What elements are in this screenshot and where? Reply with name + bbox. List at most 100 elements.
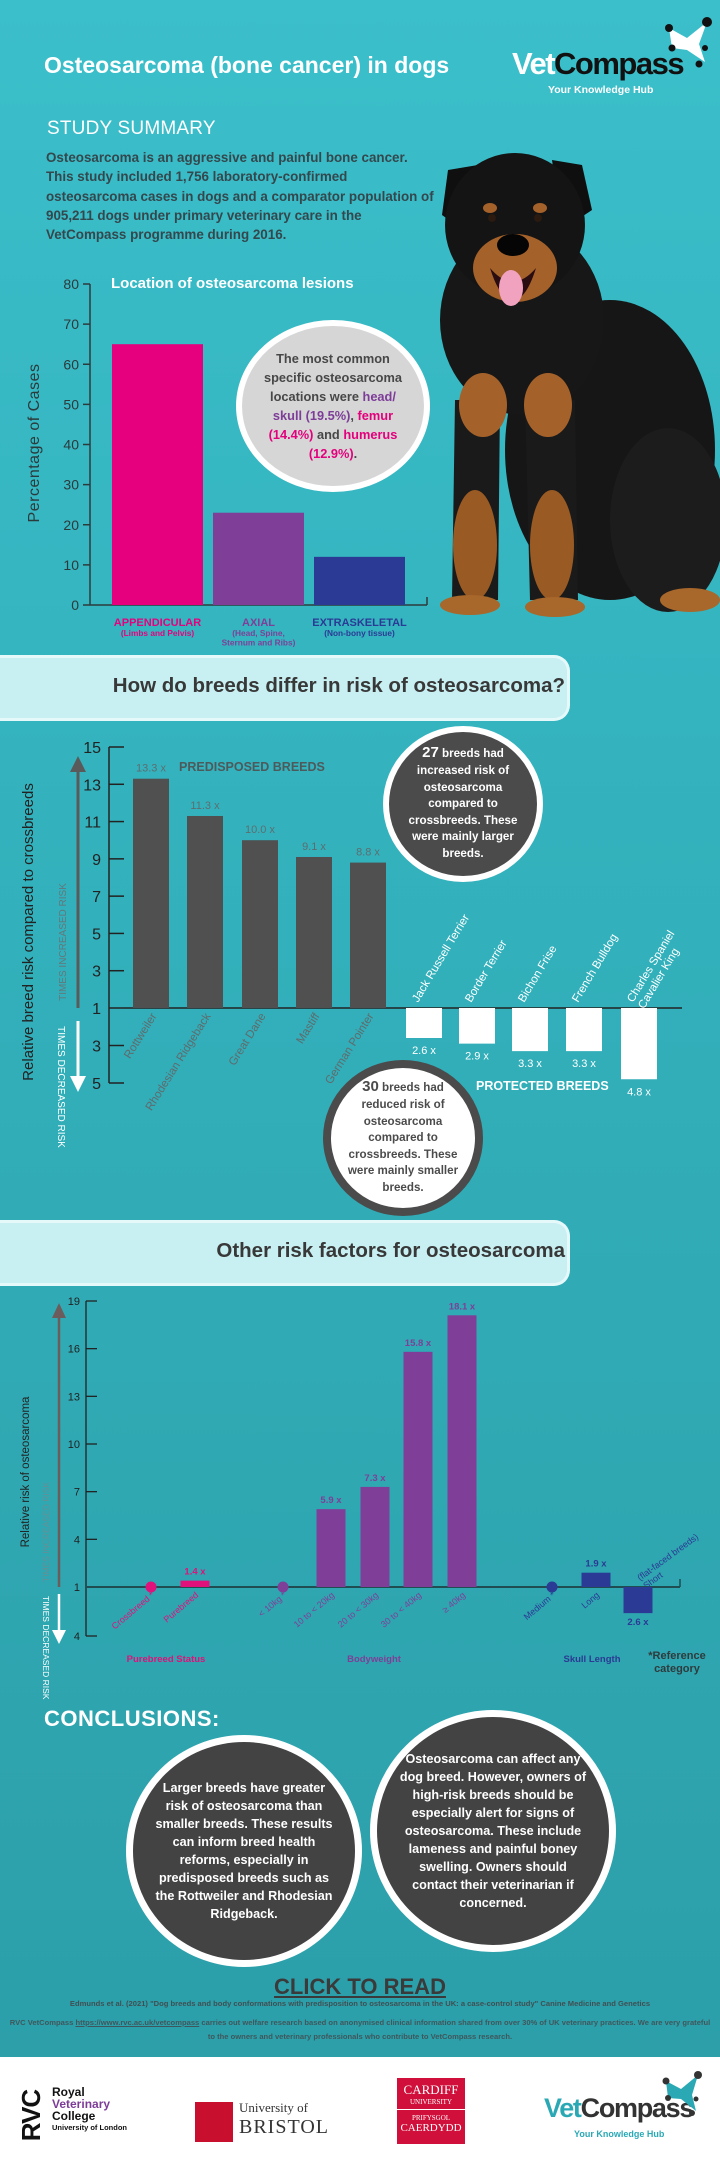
category-label: AXIAL: [242, 617, 275, 629]
bristol-l1: University of: [239, 2100, 308, 2115]
risk-bar: [403, 1351, 433, 1587]
study-summary-heading: STUDY SUMMARY: [47, 118, 216, 139]
y-tick-label: 19: [68, 1296, 80, 1308]
protected-breeds-label: PROTECTED BREEDS: [476, 1079, 609, 1093]
breed-label: Rottweiler: [122, 1011, 159, 1061]
statement-prefix: RVC VetCompass: [9, 2018, 76, 2027]
bar-predisposed: [242, 840, 278, 1008]
other-factors-banner: Other risk factors for osteosarcoma: [0, 1220, 570, 1286]
conclusion-left-text: Larger breeds have greater risk of osteo…: [155, 1781, 333, 1921]
risk-bar: [623, 1587, 653, 1614]
category-label: Long: [580, 1590, 602, 1611]
bar-value-label: 7.3 x: [364, 1473, 386, 1484]
y-tick-label: 9: [92, 852, 101, 869]
category-label: Crossbreed *: [110, 1590, 157, 1632]
y-tick-label: 10: [68, 1439, 80, 1451]
bar-predisposed: [350, 862, 386, 1008]
risk-bar: [447, 1315, 477, 1587]
group-label: Skull Length: [564, 1654, 621, 1665]
y-tick-label: 11: [84, 815, 101, 832]
bar-value-label: 1.9 x: [585, 1559, 607, 1570]
callout-text: The most common specific osteosarcoma lo…: [264, 351, 402, 404]
bar-value-label: 5.9 x: [320, 1495, 342, 1506]
bar-predisposed: [133, 778, 169, 1008]
bar-value-label: 2.6 x: [412, 1045, 436, 1057]
y-tick-label: 4: [74, 1534, 80, 1546]
breed-label: Rhodesian Ridgeback: [144, 1011, 214, 1113]
y-tick-label: 50: [63, 396, 79, 412]
logo-vet: Vet: [512, 46, 556, 81]
rvc-l3: College: [52, 2109, 96, 2123]
callout-and: and: [313, 427, 344, 442]
y-tick-label: 1: [92, 1001, 101, 1018]
increased-risk-label: TIMES INCREASED RISK: [58, 883, 69, 1001]
bar-appendicular: [112, 344, 203, 605]
reference-category-note: *Reference category: [648, 1650, 706, 1675]
group-label: Bodyweight: [347, 1654, 402, 1665]
conclusions-heading: CONCLUSIONS:: [44, 1706, 220, 1731]
callout-head-skull: head/ skull (19.5%): [272, 389, 396, 423]
bar-value-label: 15.8 x: [405, 1338, 432, 1349]
conclusion-bubble-left: Larger breeds have greater risk of osteo…: [126, 1735, 362, 1967]
citation: Edmunds et al. (2021) "Dog breeds and bo…: [69, 1999, 651, 2008]
y-tick-label: 16: [68, 1344, 80, 1356]
bar-value-label: 13.3 x: [136, 763, 166, 775]
cardiff-logo: CARDIFF UNIVERSITY PRIFYSGOL CAERDYDD: [397, 2078, 465, 2144]
arrow-down-icon: [52, 1630, 66, 1644]
y-tick-label: 3: [92, 964, 101, 981]
category-label: ≥ 40kg: [440, 1590, 467, 1615]
bristol-logo: University of BRISTOL: [195, 2098, 340, 2146]
section-title: Other risk factors for osteosarcoma: [216, 1239, 565, 1262]
breed-label: Bichon Frise: [516, 944, 559, 1005]
decreased-risk-label: TIMES DECREASED RISK: [55, 1026, 66, 1148]
location-callout-bubble: The most common specific osteosarcoma lo…: [236, 320, 430, 492]
rottweiler-photo: [440, 153, 720, 617]
y-axis-label: Percentage of Cases: [26, 364, 43, 523]
arrow-up-icon: [52, 1303, 66, 1318]
y-tick-label: 5: [92, 926, 101, 943]
lesion-location-chart: 0 10 20 30 40 50 60 70 80 Percentage of Cases APPE…: [26, 276, 428, 648]
bristol-crest-icon: [195, 2102, 233, 2142]
increased-count: 27: [422, 744, 439, 762]
reference-point: [277, 1581, 289, 1593]
bar-value-label: 2.6 x: [627, 1617, 649, 1628]
bar-value-label: 11.3 x: [190, 800, 220, 812]
callout-sep: ,: [350, 408, 358, 423]
reduced-risk-bubble: 30 breeds had reduced risk of osteosarco…: [323, 1060, 483, 1216]
cardiff-l1: CARDIFF: [403, 2082, 459, 2097]
bar-protected: [566, 1008, 602, 1052]
y-tick-label: 15: [83, 740, 101, 757]
vetcompass-logo-footer: VetCompass Your Knowledge Hub: [544, 2071, 704, 2145]
y-tick-label: 7: [92, 889, 101, 906]
study-summary-text: Osteosarcoma is an aggressive and painfu…: [46, 150, 434, 243]
risk-bar: [316, 1509, 346, 1587]
vetcompass-url-link[interactable]: https://www.rvc.ac.uk/vetcompass: [75, 2018, 200, 2027]
footer-logo-tagline: Your Knowledge Hub: [574, 2129, 665, 2139]
page-title: Osteosarcoma (bone cancer) in dogs: [44, 52, 450, 78]
bar-protected: [621, 1008, 657, 1080]
y-tick-label: 30: [63, 477, 79, 493]
bar-value-label: 1.4 x: [184, 1567, 206, 1578]
category-sublabel: (Head, Spine,: [232, 628, 285, 638]
category-sublabel: (Non-bony tissue): [324, 628, 395, 638]
statement-text: carries out welfare research based on an…: [199, 2018, 711, 2041]
y-tick-label: 0: [71, 597, 79, 613]
category-label: Medium *: [522, 1590, 558, 1622]
category-label: 30 to < 40kg: [379, 1590, 424, 1630]
arrow-up-icon: [70, 756, 86, 772]
increased-risk-label: TIMES INCREASED RISK: [41, 1482, 51, 1582]
bar-value-label: 8.8 x: [356, 847, 380, 859]
bristol-l2: BRISTOL: [239, 2116, 329, 2138]
y-tick-label: 7: [74, 1487, 80, 1499]
bar-protected: [406, 1008, 442, 1038]
reference-point: [546, 1581, 558, 1593]
rvc-l1: Royal: [52, 2085, 85, 2099]
category-sublabel: Sternum and Ribs): [222, 638, 296, 648]
compass-node-icon: [665, 17, 712, 68]
breed-label: Border Terrier: [463, 938, 509, 1004]
increased-text: breeds had increased risk of osteosarcom…: [408, 747, 518, 860]
y-tick-label: 13: [83, 777, 101, 794]
reduced-count: 30: [362, 1078, 379, 1096]
rvc-l2: Veterinary: [52, 2097, 111, 2111]
click-to-read-link[interactable]: CLICK TO READ: [274, 1974, 446, 1999]
